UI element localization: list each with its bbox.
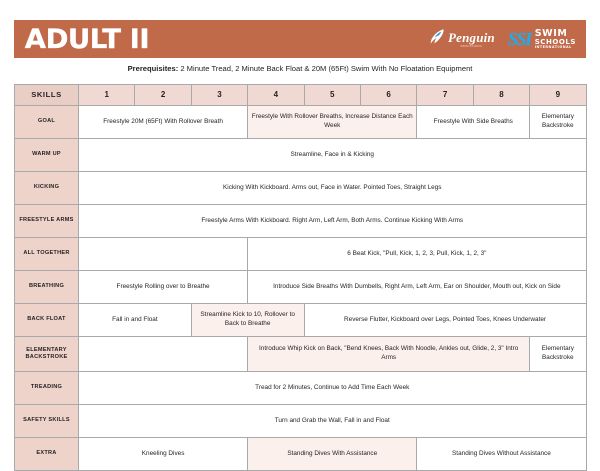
cell-back-float-1: Fall in and Float [78,303,192,337]
ssi-word-international: INTERNATIONAL [534,44,572,49]
cell-treading-1: Tread for 2 Minutes, Continue to Add Tim… [78,371,587,405]
cell-goal-2: Freestyle With Rollover Breaths, Increas… [247,105,418,139]
table-row: ALL TOGETHER 6 Beat Kick, "Pull, Kick, 1… [14,237,587,271]
row-header-treading: TREADING [14,371,79,405]
row-header-freestyle-arms: FREESTYLE ARMS [14,204,79,238]
cell-extra-1: Kneeling Dives [77,437,249,471]
prerequisites-line: Prerequisites: 2 Minute Tread, 2 Minute … [0,64,600,73]
row-header-warm-up: WARM UP [14,138,79,172]
column-header-1: 1 [77,84,136,106]
row-header-goal: GOAL [14,105,79,139]
cell-goal-3: Freestyle With Side Breaths [416,105,531,139]
cell-extra-2: Standing Dives With Assistance [247,437,418,471]
prerequisites-text: 2 Minute Tread, 2 Minute Back Float & 20… [178,64,473,73]
table-body: SKILLS 1 2 3 4 5 6 7 8 9 GOAL Freestyle … [14,84,587,471]
column-header-2: 2 [134,84,192,106]
column-header-4: 4 [247,84,305,106]
table-row: ELEMENTARY BACKSTROKE Introduce Whip Kic… [14,336,587,372]
curriculum-page: ADULT II Penguin SWIM SCHOOL SSI [0,20,600,471]
cell-goal-4: Elementary Backstroke [529,105,587,139]
table-row: BREATHING Freestyle Rolling over to Brea… [14,270,587,304]
ssi-monogram: SSI [507,29,532,49]
table-row: GOAL Freestyle 20M (65Ft) With Rollover … [14,105,587,139]
row-header-back-float: BACK FLOAT [14,303,79,337]
cell-kicking-1: Kicking With Kickboard. Arms out, Face i… [78,171,587,205]
table-header-row: SKILLS 1 2 3 4 5 6 7 8 9 [14,84,587,106]
row-header-breathing: BREATHING [14,270,79,304]
header-band: ADULT II Penguin SWIM SCHOOL SSI [14,20,586,58]
cell-freestyle-arms-1: Freestyle Arms With Kickboard. Right Arm… [78,204,587,238]
row-header-kicking: KICKING [14,171,79,205]
ssi-wordmark: SWIM SCHOOLS INTERNATIONAL [535,29,576,49]
curriculum-table: SKILLS 1 2 3 4 5 6 7 8 9 GOAL Freestyle … [14,84,587,471]
penguin-tagline: SWIM SCHOOL [460,44,483,48]
prerequisites-label: Prerequisites: [127,64,179,73]
row-header-all-together: ALL TOGETHER [14,237,79,271]
ssi-word-swim: SWIM [534,27,568,39]
cell-back-float-2: Streamline Kick to 10, Rollover to Back … [190,303,305,337]
row-header-elementary-backstroke: ELEMENTARY BACKSTROKE [14,336,79,372]
cell-goal-1: Freestyle 20M (65Ft) With Rollover Breat… [77,105,249,139]
penguin-logo: Penguin SWIM SCHOOL [430,28,495,50]
logo-group: Penguin SWIM SCHOOL SSI SWIM SCHOOLS INT… [430,28,576,50]
cell-safety-skills-1: Turn and Grab the Wall, Fall in and Floa… [78,404,587,438]
cell-all-together-1: 6 Beat Kick, "Pull, Kick, 1, 2, 3, Pull,… [247,237,587,271]
ssi-word-schools: SCHOOLS [534,37,576,46]
row-header-extra: EXTRA [14,437,79,471]
cell-elementary-backstroke-2: Elementary Backstroke [529,336,587,372]
table-row: KICKING Kicking With Kickboard. Arms out… [14,171,587,205]
ssi-logo: SSI SWIM SCHOOLS INTERNATIONAL [508,29,576,49]
skills-header-cell: SKILLS [14,84,79,106]
table-row: TREADING Tread for 2 Minutes, Continue t… [14,371,587,405]
table-row: WARM UP Streamline, Face in & Kicking [14,138,587,172]
cell-extra-3: Standing Dives Without Assistance [416,437,587,471]
cell-breathing-2: Introduce Side Breaths With Dumbells, Ri… [247,270,587,304]
penguin-wordmark: Penguin [447,29,495,45]
table-row: SAFETY SKILLS Turn and Grab the Wall, Fa… [14,404,587,438]
column-header-5: 5 [303,84,361,106]
table-row: EXTRA Kneeling Dives Standing Dives With… [14,437,587,471]
column-header-3: 3 [190,84,249,106]
column-header-6: 6 [359,84,418,106]
cell-back-float-3: Reverse Flutter, Kickboard over Legs, Po… [303,303,587,337]
cell-warm-up-1: Streamline, Face in & Kicking [78,138,587,172]
penguin-bird-icon [430,28,445,50]
cell-elementary-backstroke-1: Introduce Whip Kick on Back, "Bend Knees… [247,336,531,372]
page-title: ADULT II [24,23,150,55]
column-header-7: 7 [416,84,474,106]
cell-breathing-1: Freestyle Rolling over to Breathe [77,270,249,304]
cell-elementary-backstroke-empty [77,336,249,372]
table-row: BACK FLOAT Fall in and Float Streamline … [14,303,587,337]
column-header-9: 9 [529,84,587,106]
cell-all-together-empty [77,237,249,271]
column-header-8: 8 [472,84,531,106]
table-row: FREESTYLE ARMS Freestyle Arms With Kickb… [14,204,587,238]
row-header-safety-skills: SAFETY SKILLS [14,404,79,438]
